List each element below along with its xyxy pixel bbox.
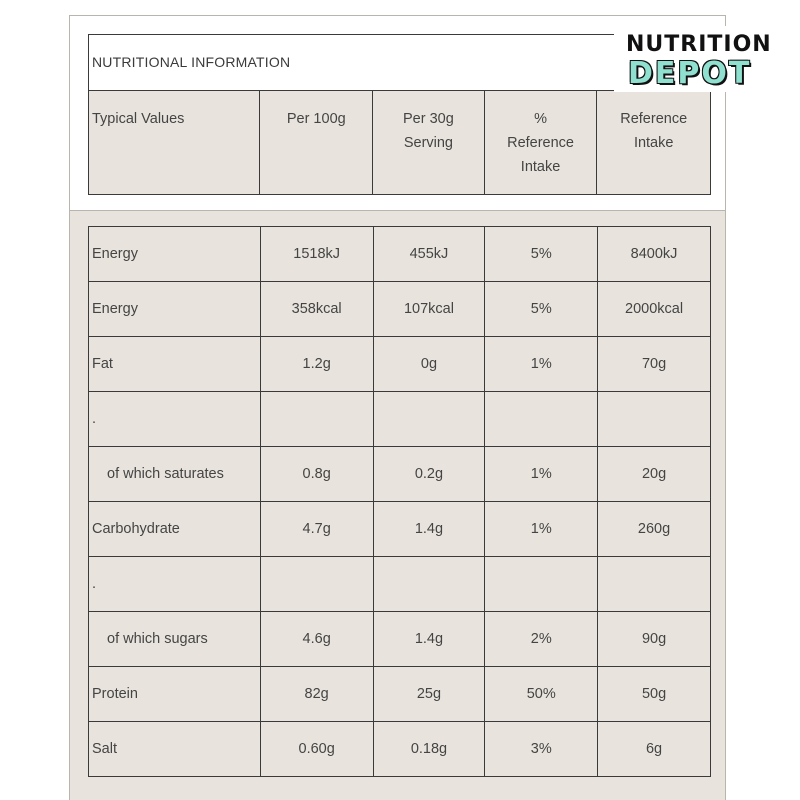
reference-intake-value: 20g (597, 446, 711, 502)
header-cell: Per 100g (260, 91, 374, 195)
table-row: of which sugars 4.6g 1.4g 2% 90g (88, 611, 711, 667)
ri-percent-value: 1% (484, 501, 599, 557)
per-100g-value: 358kcal (259, 281, 374, 337)
nutrient-label: of which saturates (88, 446, 261, 502)
table-title: NUTRITIONAL INFORMATION (92, 54, 291, 70)
per-100g-value (259, 556, 374, 612)
reference-intake-value: 6g (597, 721, 711, 777)
nutrient-label: . (88, 556, 261, 612)
reference-intake-value: 70g (597, 336, 711, 392)
nutrient-label: of which sugars (88, 611, 261, 667)
ri-percent-value: 2% (484, 611, 599, 667)
ri-percent-value: 5% (484, 226, 599, 282)
header-columns-row: Typical Values Per 100g Per 30g Serving% Ref… (89, 91, 710, 195)
nutrient-label: Energy (88, 281, 261, 337)
per-30g-value: 0.2g (372, 446, 486, 502)
header-cell: Reference Intake (597, 91, 710, 195)
table-row: of which saturates 0.8g 0.2g 1% 20g (88, 446, 711, 502)
header-cell-line: Per 30g (403, 111, 454, 127)
reference-intake-value: 2000kcal (597, 281, 711, 337)
header-cell-line: Serving (403, 135, 453, 151)
ri-percent-value (484, 556, 599, 612)
reference-intake-value: 8400kJ (597, 226, 711, 282)
per-100g-value: 1.2g (259, 336, 374, 392)
header-cell: % Reference Intake (485, 91, 598, 195)
nutrition-panel: NUTRITIONAL INFORMATION Typical Values Pe… (69, 15, 726, 800)
header-table: NUTRITIONAL INFORMATION Typical Values Pe… (88, 34, 711, 195)
nutrient-label: Fat (88, 336, 261, 392)
per-100g-value: 0.60g (259, 721, 374, 777)
header-cell-line: % (534, 111, 547, 127)
per-100g-value (259, 391, 374, 447)
per-30g-value: 0.18g (372, 721, 486, 777)
per-30g-value: 107kcal (372, 281, 486, 337)
table-row: . (88, 556, 711, 612)
table-row: Energy 1518kJ 455kJ 5% 8400kJ (88, 226, 711, 282)
nutrient-label: Protein (88, 666, 261, 722)
reference-intake-value: 90g (597, 611, 711, 667)
header-cell: Typical Values (89, 91, 261, 195)
table-row: Salt 0.60g 0.18g 3% 6g (88, 721, 711, 777)
nutrient-label: Energy (88, 226, 261, 282)
per-30g-value: 25g (372, 666, 486, 722)
per-30g-value: 1.4g (372, 501, 486, 557)
header-cell-line: Per 100g (286, 111, 346, 127)
per-100g-value: 1518kJ (259, 226, 374, 282)
per-30g-value: 0g (372, 336, 486, 392)
ri-percent-value: 3% (484, 721, 599, 777)
table-row: Carbohydrate 4.7g 1.4g 1% 260g (88, 501, 711, 557)
header-cell-line: Reference (507, 135, 574, 151)
per-100g-value: 4.6g (259, 611, 374, 667)
ri-percent-value: 1% (484, 446, 599, 502)
ri-percent-value: 5% (484, 281, 599, 337)
reference-intake-value: 260g (597, 501, 711, 557)
table-row: Energy 358kcal 107kcal 5% 2000kcal (88, 281, 711, 337)
header-cell-line: Intake (520, 159, 561, 175)
table-row: Fat 1.2g 0g 1% 70g (88, 336, 711, 392)
per-30g-value (372, 556, 486, 612)
header-cell: Per 30g Serving (373, 91, 485, 195)
table-title-row: NUTRITIONAL INFORMATION (89, 35, 710, 91)
header-cell-line: Reference (620, 111, 688, 127)
table-row: Protein 82g 25g 50% 50g (88, 666, 711, 722)
per-100g-value: 82g (259, 666, 374, 722)
nutrient-label: Carbohydrate (88, 501, 261, 557)
header-cell-line: Intake (633, 135, 674, 151)
reference-intake-value (597, 556, 711, 612)
per-30g-value: 455kJ (372, 226, 486, 282)
ri-percent-value: 1% (484, 336, 599, 392)
logo-text-top: NUTRITION (626, 32, 772, 57)
per-30g-value: 1.4g (372, 611, 486, 667)
nutrient-label: Salt (88, 721, 261, 777)
nutrition-depot-logo: NUTRITION DEPOT (614, 26, 774, 92)
reference-intake-value: 50g (597, 666, 711, 722)
header-cell-line: Typical Values (92, 111, 185, 127)
logo-text-bottom: DEPOT (628, 56, 752, 91)
nutrient-label: . (88, 391, 261, 447)
per-100g-value: 0.8g (259, 446, 374, 502)
reference-intake-value (597, 391, 711, 447)
ri-percent-value: 50% (484, 666, 599, 722)
table-row: . (88, 391, 711, 447)
per-100g-value: 4.7g (259, 501, 374, 557)
nutrition-table: Energy 1518kJ 455kJ 5% 8400kJ Energy 358kcal 10… (88, 226, 711, 777)
ri-percent-value (484, 391, 599, 447)
per-30g-value (372, 391, 486, 447)
